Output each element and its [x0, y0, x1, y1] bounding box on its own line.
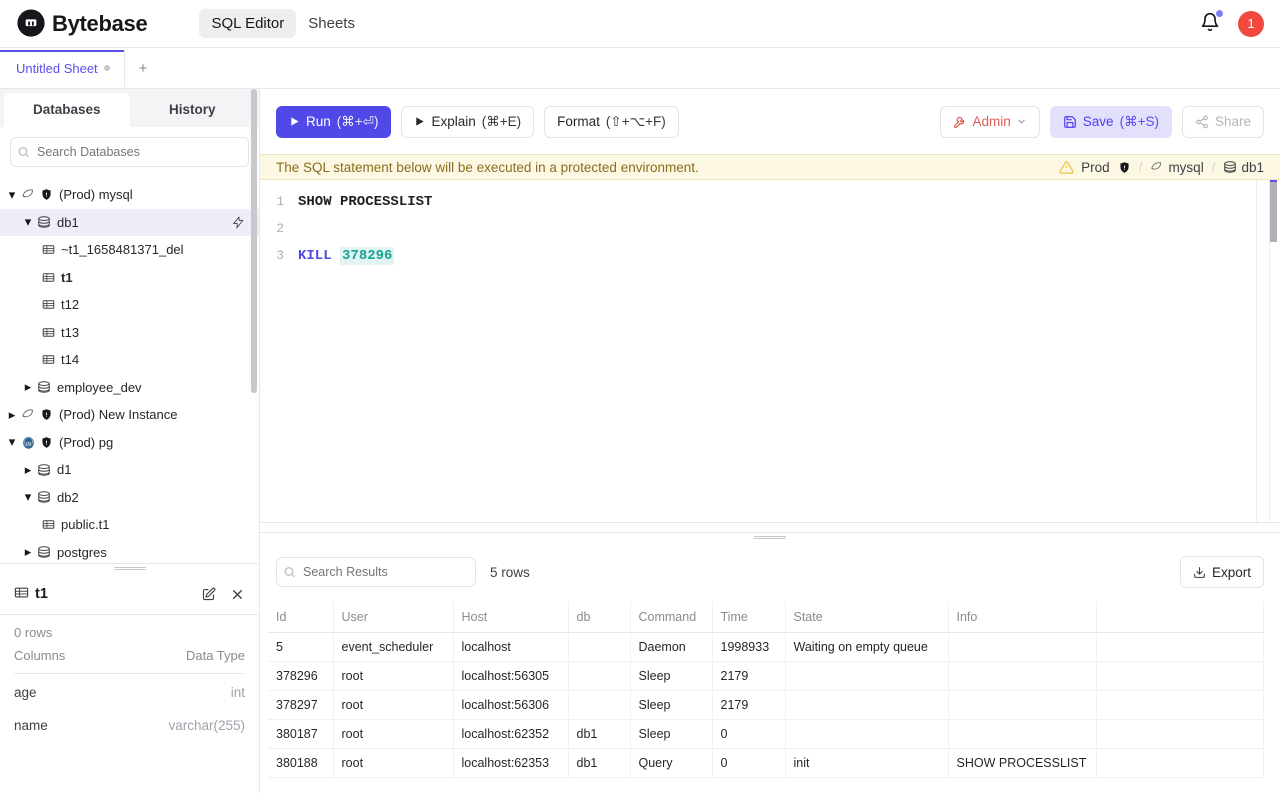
svg-text:pg: pg	[26, 440, 31, 445]
